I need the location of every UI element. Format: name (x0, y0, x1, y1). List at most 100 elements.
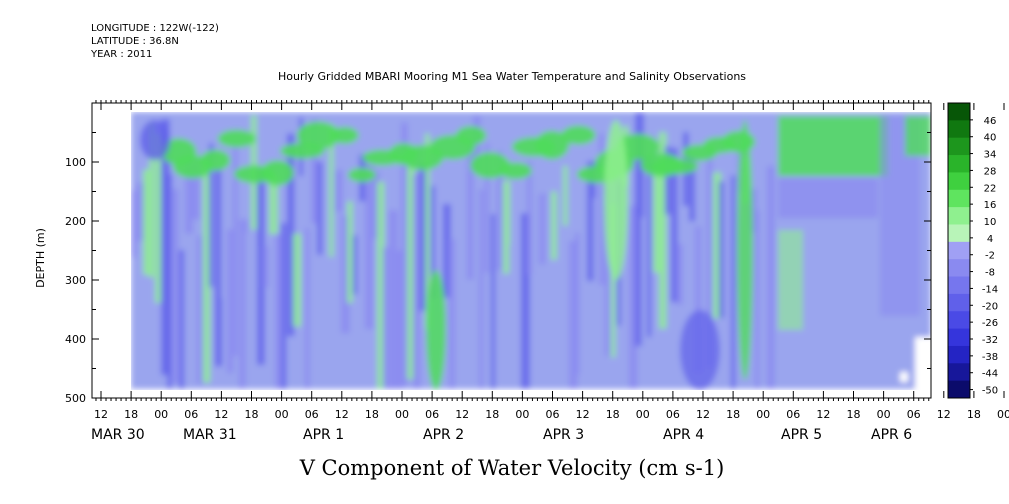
colorbar-label: 10 (984, 217, 997, 228)
x-tick-label: 18 (967, 408, 981, 421)
heatmap-cell (635, 112, 644, 346)
heatmap-cell (191, 161, 200, 220)
heatmap-cell (233, 145, 238, 357)
colorbar-segment (948, 120, 970, 139)
heatmap-cell (143, 169, 151, 275)
x-day-label: MAR 30 (91, 427, 145, 443)
heatmap-cell (731, 175, 736, 389)
heatmap-cell (347, 201, 353, 304)
heatmap-cell (245, 232, 253, 389)
colorbar-label: 34 (984, 150, 997, 161)
colorbar-segment (948, 103, 970, 121)
heatmap-cell (347, 167, 377, 183)
colorbar-segment (948, 241, 970, 260)
heatmap-cell (431, 185, 436, 299)
x-tick-label: 00 (515, 408, 529, 421)
heatmap-cell (413, 174, 421, 389)
x-day-label: APR 1 (303, 427, 344, 443)
colorbar-segment (948, 189, 970, 208)
colorbar-label: -14 (982, 284, 998, 295)
x-day-label: APR 6 (871, 427, 912, 443)
colorbar-segment (948, 259, 970, 278)
heatmap-cell (551, 191, 557, 260)
heatmap-cell (533, 198, 541, 389)
heatmap-cell (575, 232, 580, 375)
colorbar-label: 46 (984, 116, 997, 127)
heatmap-cell (269, 173, 278, 235)
x-tick-label: 00 (756, 408, 770, 421)
colorbar-segment (948, 276, 970, 295)
heatmap-cell (203, 168, 211, 383)
heatmap-cell (401, 122, 408, 387)
x-tick-label: 12 (94, 408, 108, 421)
heatmap-cell (755, 210, 760, 389)
x-tick-label: 12 (696, 408, 710, 421)
colorbar-label: 40 (984, 133, 997, 144)
heatmap-cell (323, 131, 328, 209)
heatmap-cell (611, 204, 616, 358)
x-tick-label: 18 (726, 408, 740, 421)
heatmap-cell (395, 250, 404, 389)
x-tick-label: 00 (997, 408, 1009, 421)
heatmap-cell (275, 234, 282, 389)
heatmap-cell (677, 244, 683, 305)
x-day-label: APR 3 (543, 427, 584, 443)
heatmap-cell (221, 157, 228, 299)
x-tick-label: 12 (214, 408, 228, 421)
heatmap-cell (330, 126, 359, 144)
y-tick-label: 100 (65, 156, 86, 169)
heatmap-cell (557, 216, 564, 378)
x-day-label: APR 5 (781, 427, 822, 443)
chart-title: Hourly Gridded MBARI Mooring M1 Sea Wate… (278, 70, 746, 83)
colorbar-segment (948, 207, 970, 225)
x-day-label: APR 4 (663, 427, 704, 443)
colorbar-segment (948, 137, 970, 156)
heatmap-cell (137, 182, 146, 241)
heatmap-cell (563, 165, 568, 226)
x-tick-label: 12 (816, 408, 830, 421)
heatmap-cell (545, 197, 551, 315)
x-tick-label: 00 (275, 408, 289, 421)
x-tick-label: 18 (124, 408, 138, 421)
heatmap-cell (778, 116, 888, 176)
heatmap-cell (200, 149, 231, 171)
x-tick-label: 18 (245, 408, 259, 421)
heatmap-cell (329, 124, 334, 257)
x-tick-label: 18 (365, 408, 379, 421)
heatmap-cell (671, 147, 678, 303)
heatmap-cell (365, 164, 374, 329)
heatmap-cell (534, 130, 569, 160)
heatmap-cell (461, 191, 466, 252)
latitude-label: LATITUDE : 36.8N (91, 36, 179, 47)
heatmap-cell (721, 130, 756, 153)
colorbar-segment (948, 363, 970, 382)
heatmap-cell (615, 133, 660, 160)
heatmap-gap (900, 372, 908, 382)
heatmap-cell (371, 171, 380, 239)
heatmap-cell (179, 249, 185, 389)
heatmap-cell (261, 160, 294, 186)
colorbar-label: -20 (982, 301, 998, 312)
heatmap-cell (659, 132, 667, 329)
heatmap-cell (767, 166, 775, 389)
heatmap-cell (737, 120, 753, 380)
colorbar-label: 22 (984, 183, 997, 194)
heatmap-cell (604, 120, 628, 280)
heatmap-cell (479, 189, 484, 389)
heatmap-cell (167, 174, 172, 389)
heatmap-cell (383, 247, 390, 389)
heatmap-cell (377, 181, 385, 389)
heatmap-cell (161, 119, 170, 376)
x-tick-label: 06 (786, 408, 800, 421)
heatmap-cell (335, 170, 343, 212)
colorbar-label: -44 (982, 369, 998, 380)
heatmap-cell (185, 158, 193, 234)
colorbar-label: 16 (984, 200, 997, 211)
x-tick-label: 18 (485, 408, 499, 421)
x-tick-label: 12 (335, 408, 349, 421)
heatmap-gap (915, 337, 931, 389)
colorbar-label: -38 (982, 352, 998, 363)
heatmap-cell (707, 147, 713, 367)
heatmap-cell (629, 205, 638, 389)
